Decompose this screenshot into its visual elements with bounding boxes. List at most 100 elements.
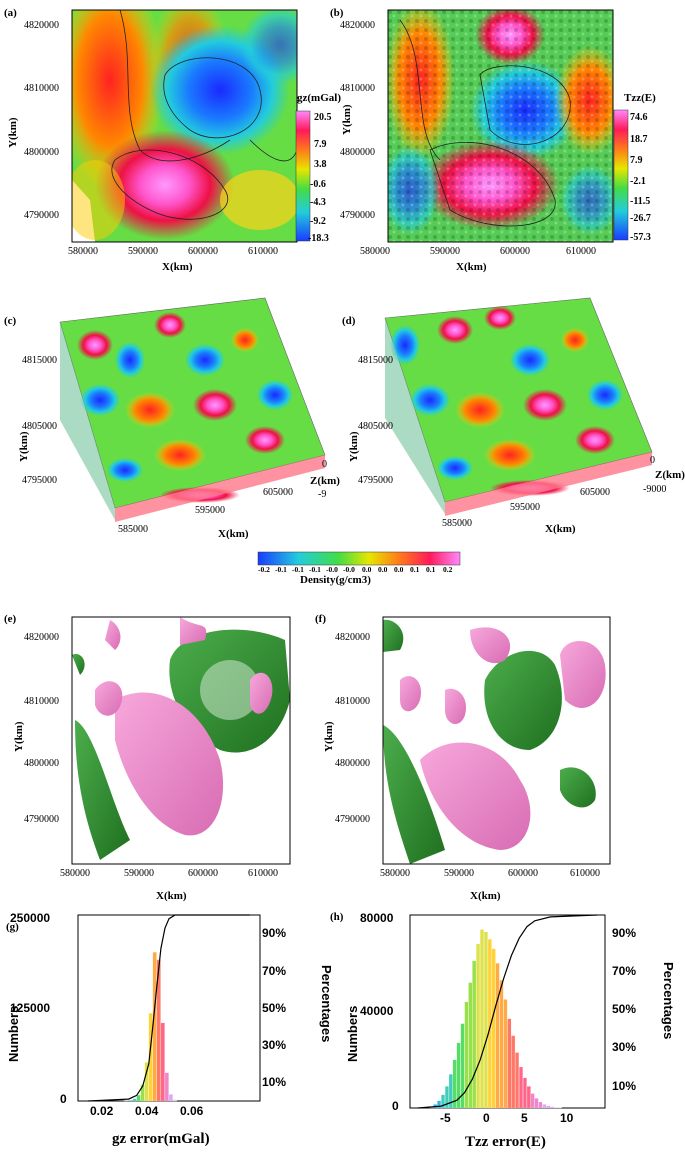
- panel-h-y2tick-0: 90%: [612, 926, 636, 940]
- panel-h-bar: [456, 1042, 461, 1109]
- panel-b-xlabel: X(km): [456, 261, 487, 273]
- panel-g-y2tick-4: 10%: [262, 1075, 286, 1089]
- panel-h-bar: [472, 960, 477, 1109]
- panel-c-ztick-0: 0: [322, 459, 327, 470]
- panel-g-bar: [144, 1062, 149, 1102]
- panel-a-xlabel: X(km): [162, 261, 193, 273]
- panel-e-ytick-3: 4790000: [24, 814, 59, 825]
- panel-g-xtick-1: 0.04: [135, 1104, 159, 1118]
- panel-f-xtick-2: 600000: [508, 868, 538, 879]
- panel-f-ylabel: Y(km): [323, 721, 335, 752]
- panel-h-bar: [476, 943, 480, 1109]
- panel-h-bars: [429, 929, 562, 1109]
- panel-a-cbar-tick-1: 7.9: [314, 139, 327, 150]
- panel-a-ytick-2: 4800000: [24, 147, 59, 158]
- panel-h-bar: [468, 982, 473, 1109]
- panel-d-ylabel: Y(km): [348, 431, 360, 462]
- panel-e-xtick-2: 600000: [188, 868, 218, 879]
- panel-h-bar: [542, 1104, 547, 1109]
- panel-c-ztick-1: -9: [318, 489, 326, 500]
- panel-h-xlabel: Tzz error(E): [465, 1134, 546, 1150]
- panel-c-label: (c): [4, 315, 17, 327]
- panel-f-label: (f): [315, 613, 326, 625]
- panel-h-bar: [441, 1094, 445, 1109]
- panel-h-bar: [499, 980, 504, 1109]
- panel-h-xtick-3: 10: [560, 1111, 574, 1125]
- panel-f-ytick-0: 4820000: [335, 632, 370, 643]
- panel-h-bar: [445, 1086, 449, 1109]
- panel-b-ylabel: Y(km): [341, 104, 353, 135]
- panel-a-gz-map: [72, 10, 297, 242]
- panel-h-histogram: (h) 80000 40000 0 Numbers 90% 70% 50% 30…: [330, 911, 676, 1150]
- density-tick: 0.1: [426, 565, 436, 574]
- panel-g-bar: [136, 1094, 141, 1102]
- panel-h-bar: [448, 1074, 453, 1109]
- panel-d-ytick-1: 4805000: [358, 421, 393, 432]
- density-tick: -0.1: [292, 565, 304, 574]
- panel-c-zlabel: Z(km): [310, 475, 340, 487]
- panel-a-label: (a): [4, 7, 17, 19]
- panel-a-xtick-2: 600000: [188, 246, 218, 257]
- panel-f-ytick-3: 4790000: [335, 814, 370, 825]
- panel-a-colorbar: [295, 110, 311, 242]
- panel-h-bar: [554, 1107, 558, 1109]
- panel-g-cumulative-curve: [88, 914, 250, 1102]
- panel-a-ytick-1: 4810000: [24, 83, 59, 94]
- panel-h-bar: [452, 1059, 457, 1109]
- panel-g-y2tick-1: 70%: [262, 964, 286, 978]
- panel-h-xtick-2: 5: [521, 1111, 528, 1125]
- density-tick: 0.0: [378, 565, 388, 574]
- panel-b-xtick-2: 600000: [500, 246, 530, 257]
- density-colorbar-title: Density(g/cm3): [300, 574, 371, 586]
- density-colorbar-strip: [257, 551, 461, 566]
- density-tick: -0.1: [309, 565, 321, 574]
- panel-c: (c) 4815000 4805000 4795000 Y(km) 585000…: [4, 297, 340, 540]
- panel-e-label: (e): [4, 613, 17, 625]
- panel-a-colorbar-title: gz(mGal): [297, 92, 341, 104]
- panel-f-isosurfaces: [383, 619, 606, 864]
- panel-g-y2tick-2: 50%: [262, 1001, 286, 1015]
- panel-c-ytick-1: 4805000: [22, 421, 57, 432]
- panel-g-label: (g): [6, 921, 19, 933]
- panel-h-bar: [495, 963, 500, 1109]
- density-colorbar: -0.2 -0.1 -0.1 -0.1 -0.0 -0.0 0.0 0.0 0.…: [257, 551, 461, 586]
- panel-h-y2tick-4: 10%: [612, 1079, 636, 1093]
- panel-h-bar: [519, 1066, 523, 1109]
- panel-e-ytick-0: 4820000: [24, 632, 59, 643]
- panel-b-colorbar-title: Tzz(E): [624, 92, 656, 104]
- panel-d-xtick-0: 585000: [442, 518, 472, 529]
- panel-h-bar: [515, 1052, 519, 1109]
- panel-h-bar: [484, 931, 488, 1109]
- panel-f-xtick-0: 580000: [380, 868, 410, 879]
- panel-d-ztick-1: -9000: [643, 484, 666, 495]
- panel-h-bar: [550, 1106, 555, 1109]
- density-colorbar-ticks: -0.2 -0.1 -0.1 -0.1 -0.0 -0.0 0.0 0.0 0.…: [258, 565, 453, 574]
- panel-a: (a) 4820000 4810000 4800000 4790000 Y(km…: [4, 7, 341, 273]
- panel-e-ytick-2: 4800000: [24, 758, 59, 769]
- panel-g-ytick-2: 0: [60, 1092, 67, 1106]
- panel-b-tzz-map: [388, 10, 613, 242]
- panel-g-y2tick-0: 90%: [262, 926, 286, 940]
- panel-d-xtick-2: 605000: [580, 487, 610, 498]
- panel-h-bar: [526, 1086, 531, 1109]
- panel-g-bar: [168, 1094, 173, 1102]
- panel-h-y2tick-2: 50%: [612, 1002, 636, 1016]
- panel-h-ytick-0: 80000: [360, 911, 394, 925]
- panel-g-y2tick-3: 30%: [262, 1038, 286, 1052]
- panel-d-ztick-0: 0: [650, 455, 655, 466]
- panel-a-cbar-tick-5: -9.2: [310, 216, 326, 227]
- panel-h-bar: [437, 1100, 441, 1109]
- panel-h-label: (h): [330, 911, 344, 923]
- panel-g-plot-frame: [77, 914, 261, 1102]
- panel-e: (e) 4820000 4810000 4800000 4790000 Y(km…: [4, 613, 291, 902]
- density-tick: -0.2: [258, 565, 270, 574]
- panel-b-ytick-1: 4810000: [340, 83, 375, 94]
- panel-g-bar: [156, 959, 161, 1102]
- panel-c-ytick-2: 4795000: [22, 475, 57, 486]
- density-tick: 0.0: [362, 565, 372, 574]
- panel-h-bar: [530, 1093, 535, 1109]
- panel-b-xtick-0: 580000: [360, 246, 390, 257]
- panel-h-ytick-1: 40000: [360, 1004, 394, 1018]
- panel-g-xtick-0: 0.02: [90, 1104, 114, 1118]
